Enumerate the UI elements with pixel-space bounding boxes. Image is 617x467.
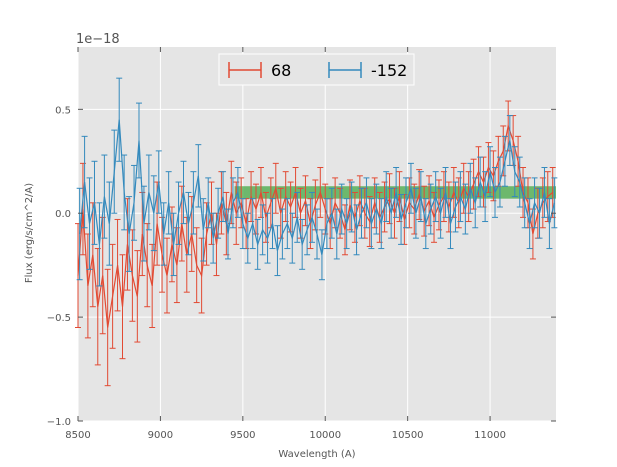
grid: [77, 47, 556, 422]
legend: 68 -152: [218, 53, 415, 86]
axes: 8500 9000 9500 10000 10500 11000 −1.0 −0.5 0.0 0.…: [47, 47, 556, 441]
x-tick-label-5: 11000: [474, 430, 506, 441]
y-axis-offset-label: 1e−18: [76, 32, 120, 47]
y-axis-label: Flux (erg/s/cm^2/A): [24, 183, 35, 283]
series-line-0: [77, 123, 554, 328]
x-tick-label-0: 8500: [65, 430, 90, 441]
x-tick-label-4: 10500: [392, 430, 424, 441]
y-tick-label-1: −0.5: [47, 313, 71, 324]
x-tick-label-1: 9000: [148, 430, 173, 441]
series-line-1: [79, 119, 555, 255]
series-0: [75, 100, 556, 387]
series-1: [76, 77, 558, 287]
x-tick-label-2: 9500: [230, 430, 255, 441]
legend-label-1: -152: [371, 61, 407, 80]
series-layer: [75, 77, 558, 387]
legend-label-0: 68: [271, 61, 291, 80]
x-tick-label-3: 10000: [309, 430, 341, 441]
y-tick-label-3: 0.5: [55, 105, 71, 116]
y-tick-label-0: −1.0: [47, 417, 71, 428]
x-axis-label: Wavelength (A): [278, 449, 355, 460]
y-tick-label-2: 0.0: [55, 209, 71, 220]
